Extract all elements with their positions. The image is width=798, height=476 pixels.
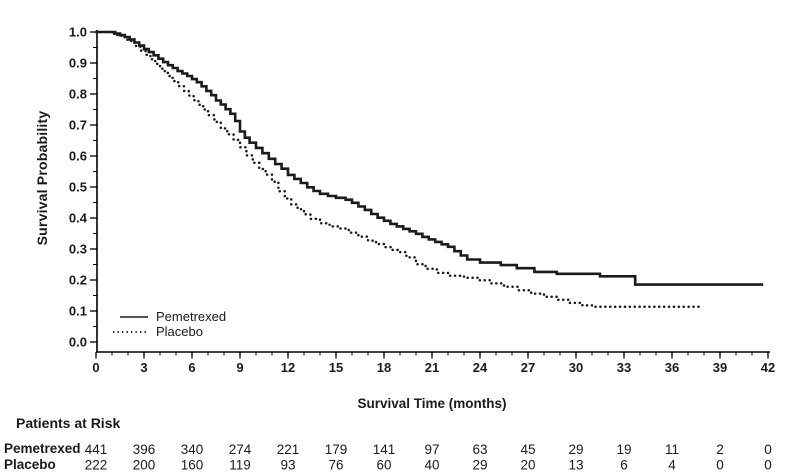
y-tick-label: 0.9 [69,56,87,71]
at-risk-count: 40 [424,458,439,473]
at-risk-count: 20 [520,458,535,473]
curve-pemetrexed [96,30,764,286]
at-risk-count: 274 [229,442,252,457]
y-tick-label: 0.8 [69,87,87,102]
dotted-line-icon [113,330,149,333]
y-tick-label: 0.0 [69,335,87,350]
y-tick-label: 0.3 [69,242,87,257]
at-risk-count: 2 [716,442,724,457]
legend-label-placebo: Placebo [156,324,203,339]
x-tick-label: 42 [761,360,775,375]
at-risk-count: 0 [716,458,724,473]
at-risk-count: 60 [376,458,391,473]
at-risk-count: 160 [181,458,204,473]
x-axis-ticks: 0 3 6 9 12 15 18 21 24 27 30 33 36 39 42 [92,352,775,375]
at-risk-count: 179 [325,442,348,457]
at-risk-count: 0 [764,442,772,457]
x-tick-label: 33 [617,360,631,375]
x-tick-label: 3 [140,360,147,375]
at-risk-count: 45 [520,442,535,457]
y-axis-ticks: 0.0 0.1 0.2 0.3 0.4 0.5 0.6 0.7 0.8 0.9 1.0 [69,25,97,350]
x-axis-title: Survival Time (months) [357,396,507,411]
x-tick-label: 15 [329,360,343,375]
at-risk-count: 0 [764,458,772,473]
patients-at-risk-title: Patients at Risk [16,415,121,431]
x-tick-label: 30 [569,360,583,375]
curve-placebo [94,30,704,308]
at-risk-count: 4 [668,458,676,473]
x-tick-label: 24 [473,360,488,375]
legend-item-pemetrexed: Pemetrexed [110,309,226,324]
y-tick-label: 0.2 [69,273,87,288]
solid-line-icon [120,315,148,318]
survival-curves [94,30,764,308]
x-tick-label: 27 [521,360,535,375]
at-risk-row-label-placebo: Placebo [4,457,56,472]
at-risk-count: 222 [85,458,108,473]
x-tick-label: 18 [377,360,391,375]
x-tick-label: 12 [281,360,295,375]
at-risk-count: 340 [181,442,204,457]
at-risk-count: 6 [620,458,628,473]
y-tick-label: 0.6 [69,149,87,164]
at-risk-count: 200 [133,458,156,473]
at-risk-count: 119 [229,458,251,473]
at-risk-count: 221 [277,442,300,457]
y-tick-label: 0.4 [69,211,88,226]
at-risk-count: 29 [472,458,487,473]
legend-label-pemetrexed: Pemetrexed [156,309,227,324]
at-risk-count: 19 [616,442,631,457]
x-tick-label: 0 [92,360,99,375]
legend-item-placebo: Placebo [110,324,226,339]
at-risk-count: 441 [85,442,108,457]
at-risk-count: 63 [472,442,487,457]
legend: Pemetrexed Placebo [110,309,226,339]
x-tick-label: 36 [665,360,679,375]
x-tick-label: 39 [713,360,727,375]
at-risk-count: 97 [424,442,439,457]
y-tick-label: 0.1 [69,304,87,319]
x-tick-label: 21 [425,360,439,375]
x-tick-label: 9 [236,360,243,375]
y-tick-label: 1.0 [69,25,87,40]
y-tick-label: 0.7 [69,118,87,133]
at-risk-row-label-pemetrexed: Pemetrexed [4,441,81,456]
at-risk-count: 76 [328,458,343,473]
at-risk-count: 396 [133,442,156,457]
at-risk-count: 141 [373,442,396,457]
at-risk-count: 13 [568,458,583,473]
at-risk-count: 93 [280,458,295,473]
at-risk-count: 29 [568,442,583,457]
at-risk-count: 11 [665,442,679,457]
x-tick-label: 6 [188,360,195,375]
y-axis-title: Survival Probability [34,110,50,246]
y-tick-label: 0.5 [69,180,87,195]
